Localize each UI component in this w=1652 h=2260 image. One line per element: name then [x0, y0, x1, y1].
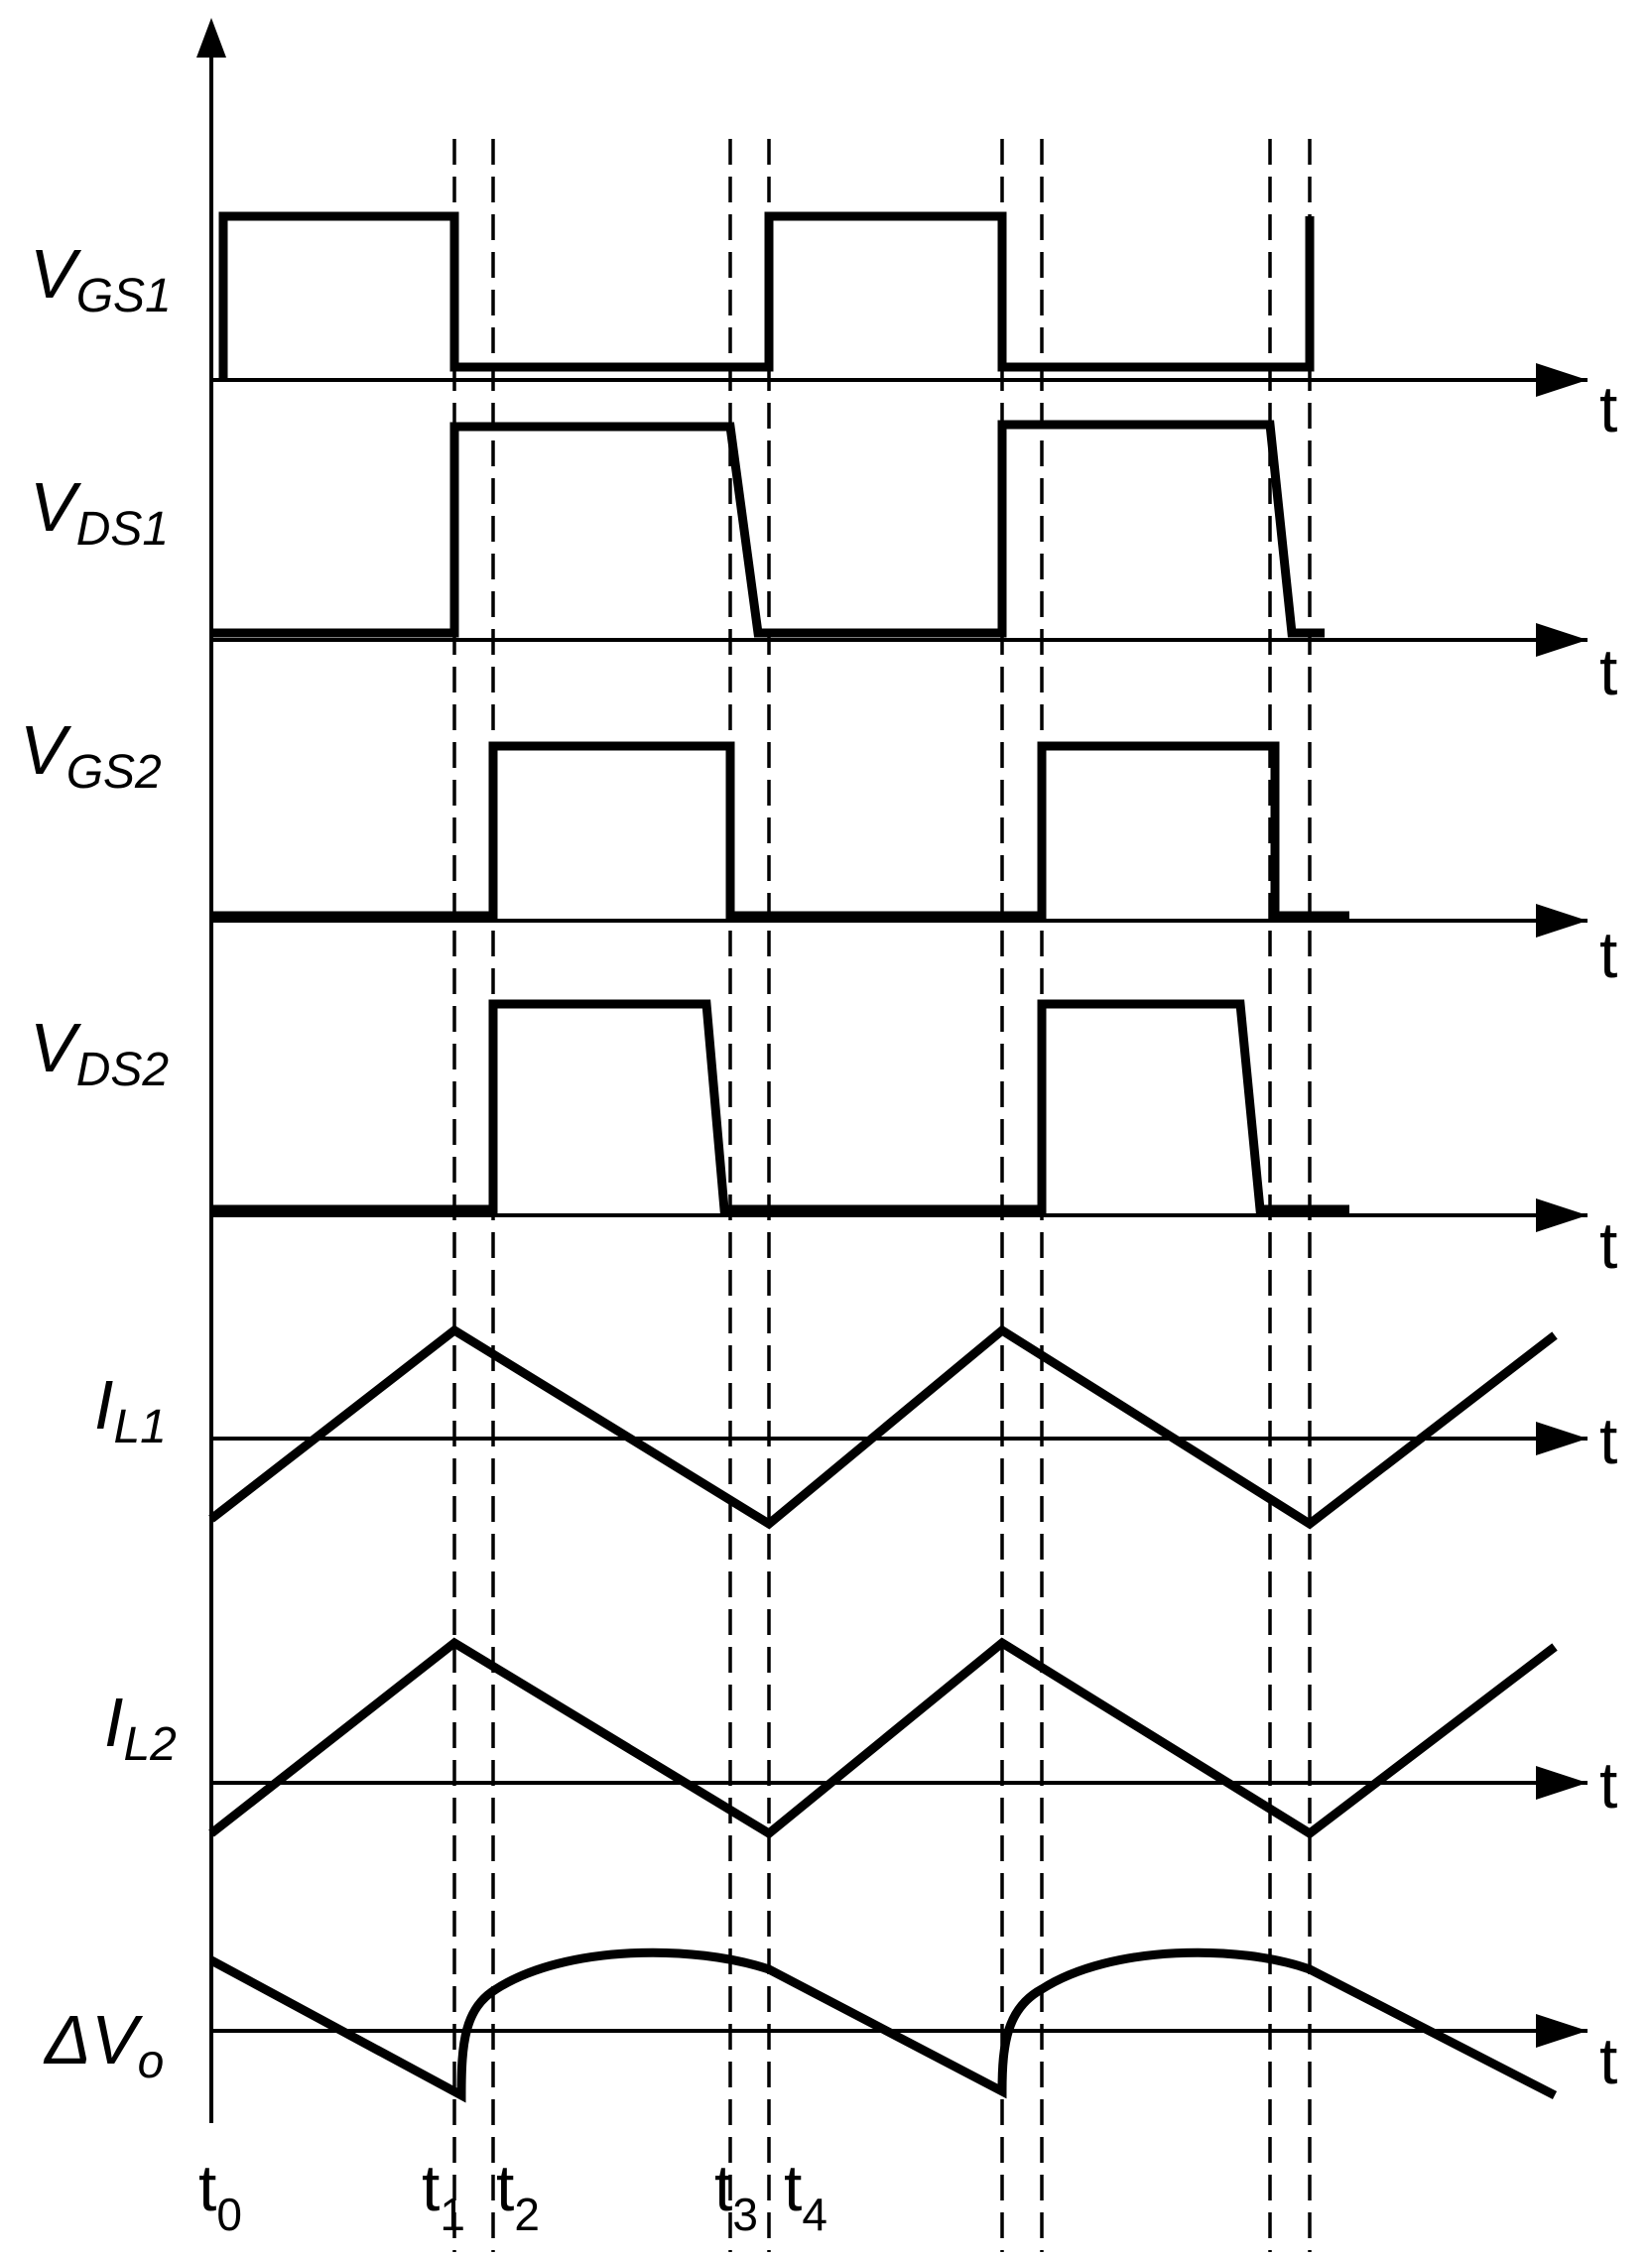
time-mark-labels: t0 t1 t2 t3 t4: [198, 2151, 827, 2240]
label-vgs1-main: V: [30, 235, 82, 313]
time-mark-t1: t1: [422, 2151, 465, 2240]
label-vds1-main: V: [30, 468, 82, 546]
time-mark-t0-base: t: [198, 2151, 216, 2224]
axis-label-il2: t: [1599, 1748, 1617, 1821]
axis-t-labels: t t t t t t t: [1599, 372, 1617, 2097]
label-vgs2: VGS2: [20, 711, 162, 799]
time-mark-t4-sub: 4: [802, 2189, 827, 2240]
axis-label-dvo: t: [1599, 2024, 1617, 2097]
time-mark-t0: t0: [198, 2151, 242, 2240]
arrow-icon-il2: [1536, 1766, 1588, 1800]
label-vds2: VDS2: [30, 1009, 169, 1096]
time-mark-t3-base: t: [714, 2151, 732, 2224]
arrow-icon-vgs2: [1536, 904, 1588, 938]
time-mark-t2-sub: 2: [514, 2189, 540, 2240]
label-vds1: VDS1: [30, 468, 169, 556]
label-dvo-sub: o: [138, 2036, 165, 2088]
axis-label-vds2: t: [1599, 1208, 1617, 1282]
label-vds2-sub: DS2: [76, 1044, 169, 1096]
label-dvo-main: ΔV: [43, 2001, 144, 2078]
arrow-icon-dvo: [1536, 2014, 1588, 2048]
label-vgs1: VGS1: [30, 235, 172, 322]
vertical-axis-arrow-icon: [196, 18, 226, 58]
label-vds1-sub: DS1: [76, 503, 169, 556]
time-mark-t0-sub: 0: [216, 2189, 242, 2240]
label-vgs2-main: V: [20, 711, 72, 789]
arrow-icon-vds2: [1536, 1198, 1588, 1232]
axis-label-vds1: t: [1599, 635, 1617, 708]
waveform-il2: [208, 1637, 1558, 1839]
time-axes: [211, 363, 1588, 2048]
label-il2-main: I: [104, 1684, 123, 1761]
waveform-vds1: [211, 420, 1325, 638]
label-vgs2-sub: GS2: [66, 746, 162, 799]
waveform-labels: VGS1 VDS1 VGS2 VDS2 IL1 IL2 ΔVo: [20, 235, 177, 2088]
label-vds2-main: V: [30, 1009, 82, 1086]
label-il2-sub: L2: [123, 1718, 176, 1771]
time-mark-t3-sub: 3: [732, 2189, 758, 2240]
time-mark-t3: t3: [714, 2151, 758, 2240]
time-mark-t4-base: t: [784, 2151, 802, 2224]
label-dvo: ΔVo: [43, 2001, 164, 2088]
waveform-vds2: [211, 999, 1349, 1214]
label-vgs1-sub: GS1: [76, 270, 172, 322]
time-mark-t1-sub: 1: [440, 2189, 465, 2240]
axis-label-il1: t: [1599, 1404, 1617, 1477]
waveform-il1: [208, 1324, 1558, 1530]
label-il1-sub: L1: [113, 1401, 166, 1453]
axis-label-vgs2: t: [1599, 918, 1617, 991]
arrow-icon-vgs1: [1536, 363, 1588, 397]
time-mark-t1-base: t: [422, 2151, 440, 2224]
arrow-icon-vds1: [1536, 623, 1588, 657]
label-il1-main: I: [94, 1366, 113, 1444]
waveform-vgs1: [218, 211, 1315, 380]
label-il1: IL1: [94, 1366, 167, 1453]
time-mark-t2-base: t: [496, 2151, 514, 2224]
waveform-vgs2: [211, 741, 1349, 921]
time-mark-t2: t2: [496, 2151, 540, 2240]
waveform-dvo: [208, 1947, 1558, 2103]
axis-label-vgs1: t: [1599, 372, 1617, 445]
time-mark-t4: t4: [784, 2151, 827, 2240]
dashed-time-markers: [452, 139, 1312, 2252]
arrow-icon-il1: [1536, 1422, 1588, 1455]
label-il2: IL2: [104, 1684, 177, 1771]
